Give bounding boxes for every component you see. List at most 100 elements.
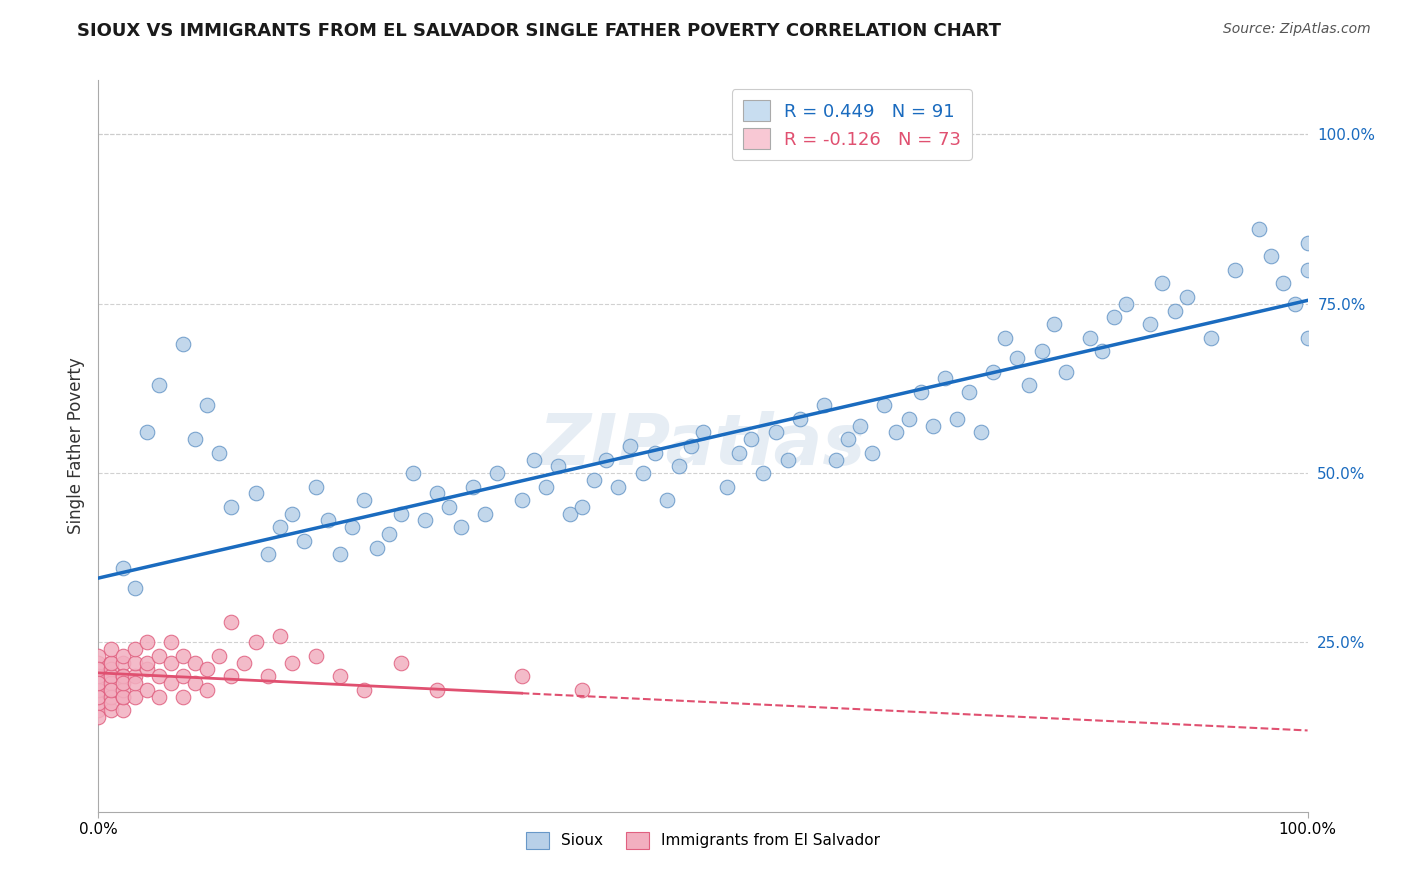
- Point: [148, 378, 170, 392]
- Point: [195, 663, 218, 677]
- Point: [100, 656, 122, 670]
- Point: [813, 398, 835, 412]
- Point: [100, 663, 122, 677]
- Point: [208, 446, 231, 460]
- Point: [1296, 263, 1319, 277]
- Point: [292, 533, 315, 548]
- Point: [111, 676, 134, 690]
- Point: [160, 676, 183, 690]
- Point: [789, 412, 811, 426]
- Point: [571, 682, 593, 697]
- Point: [970, 425, 993, 440]
- Point: [1284, 297, 1306, 311]
- Legend: Sioux, Immigrants from El Salvador: Sioux, Immigrants from El Salvador: [520, 825, 886, 855]
- Point: [353, 493, 375, 508]
- Point: [100, 703, 122, 717]
- Point: [619, 439, 641, 453]
- Point: [655, 493, 678, 508]
- Point: [148, 648, 170, 663]
- Point: [221, 500, 243, 514]
- Point: [1296, 235, 1319, 250]
- Point: [426, 486, 449, 500]
- Point: [752, 466, 775, 480]
- Point: [523, 452, 546, 467]
- Point: [87, 682, 110, 697]
- Point: [1139, 317, 1161, 331]
- Point: [87, 669, 110, 683]
- Point: [100, 676, 122, 690]
- Point: [366, 541, 388, 555]
- Point: [1042, 317, 1064, 331]
- Point: [450, 520, 472, 534]
- Point: [87, 676, 110, 690]
- Point: [172, 669, 194, 683]
- Point: [668, 459, 690, 474]
- Point: [934, 371, 956, 385]
- Point: [765, 425, 787, 440]
- Point: [740, 432, 762, 446]
- Point: [195, 682, 218, 697]
- Point: [184, 676, 207, 690]
- Point: [111, 682, 134, 697]
- Point: [1249, 222, 1271, 236]
- Point: [269, 629, 291, 643]
- Point: [1007, 351, 1029, 365]
- Point: [135, 656, 157, 670]
- Point: [1018, 378, 1040, 392]
- Point: [160, 656, 183, 670]
- Point: [100, 642, 122, 657]
- Point: [1175, 290, 1198, 304]
- Point: [124, 642, 146, 657]
- Point: [329, 547, 352, 561]
- Point: [342, 520, 364, 534]
- Point: [897, 412, 920, 426]
- Point: [87, 663, 110, 677]
- Y-axis label: Single Father Poverty: Single Father Poverty: [66, 358, 84, 534]
- Point: [111, 656, 134, 670]
- Point: [111, 669, 134, 683]
- Point: [87, 703, 110, 717]
- Point: [776, 452, 799, 467]
- Point: [849, 418, 872, 433]
- Point: [558, 507, 581, 521]
- Point: [172, 337, 194, 351]
- Point: [1272, 277, 1295, 291]
- Point: [87, 697, 110, 711]
- Point: [184, 432, 207, 446]
- Point: [135, 682, 157, 697]
- Point: [1260, 249, 1282, 263]
- Point: [873, 398, 896, 412]
- Point: [389, 656, 412, 670]
- Point: [148, 690, 170, 704]
- Point: [221, 669, 243, 683]
- Point: [413, 514, 436, 528]
- Point: [124, 669, 146, 683]
- Point: [946, 412, 969, 426]
- Point: [437, 500, 460, 514]
- Point: [1102, 310, 1125, 325]
- Point: [994, 331, 1017, 345]
- Point: [281, 656, 304, 670]
- Point: [245, 486, 267, 500]
- Point: [111, 703, 134, 717]
- Point: [644, 446, 666, 460]
- Point: [534, 480, 557, 494]
- Point: [100, 656, 122, 670]
- Point: [135, 425, 157, 440]
- Point: [921, 418, 943, 433]
- Point: [87, 676, 110, 690]
- Point: [111, 669, 134, 683]
- Point: [837, 432, 859, 446]
- Point: [148, 669, 170, 683]
- Point: [910, 384, 932, 399]
- Point: [1199, 331, 1222, 345]
- Point: [256, 547, 278, 561]
- Point: [426, 682, 449, 697]
- Point: [124, 656, 146, 670]
- Point: [510, 493, 533, 508]
- Point: [463, 480, 485, 494]
- Point: [100, 682, 122, 697]
- Point: [100, 682, 122, 697]
- Point: [111, 648, 134, 663]
- Point: [135, 635, 157, 649]
